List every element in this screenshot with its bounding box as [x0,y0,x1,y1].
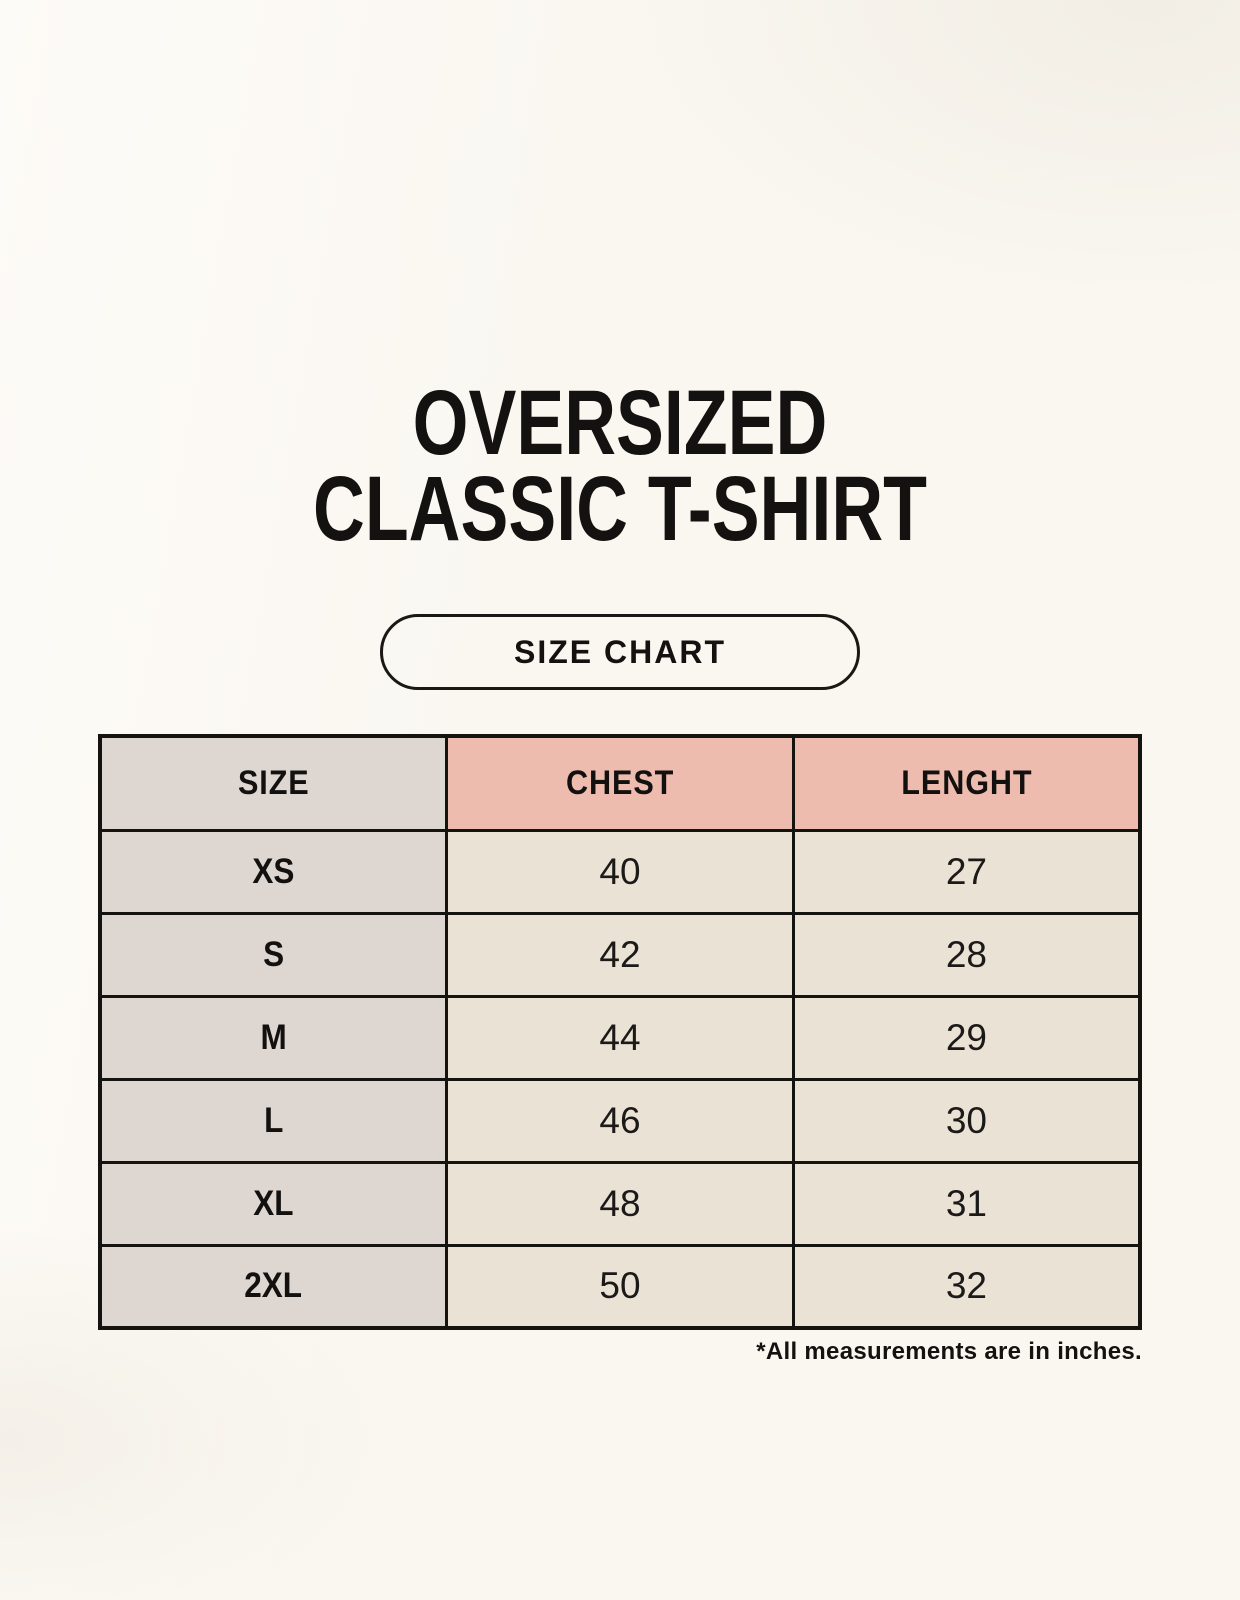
length-value: 29 [945,1016,987,1058]
table-row-s: S 42 28 [98,911,1142,998]
chest-cell: 44 [445,994,795,1081]
size-label: XL [253,1183,294,1223]
size-cell: M [98,994,449,1081]
chest-value: 44 [599,1016,641,1058]
length-value: 30 [945,1099,987,1141]
size-cell: 2XL [98,1243,449,1330]
size-chart-badge: SIZE CHART [380,614,860,691]
size-cell: XS [98,828,449,915]
chest-value: 40 [599,850,641,892]
length-cell: 27 [791,828,1142,915]
size-label: S [263,934,285,974]
length-value: 27 [945,850,987,892]
table-header: SIZE CHEST LENGHT [98,734,1142,832]
product-title-line-1: OVERSIZED [412,371,828,474]
length-value: 28 [945,933,987,975]
size-chart-table: SIZE CHEST LENGHT XS 40 27 S 42 28 [98,734,1142,1331]
table-row-l: L 46 30 [98,1077,1142,1164]
table-row-m: M 44 29 [98,994,1142,1081]
header-label-chest: CHEST [565,763,675,802]
chest-cell: 50 [445,1243,795,1330]
length-cell: 32 [791,1243,1142,1330]
size-label: L [263,1100,284,1140]
size-label: XS [252,851,295,891]
chest-cell: 46 [445,1077,795,1164]
table-header-row: SIZE CHEST LENGHT [98,734,1142,832]
table-row-xs: XS 40 27 [98,828,1142,915]
size-cell: S [98,911,449,998]
header-label-length: LENGHT [900,763,1033,802]
measurements-footnote: *All measurements are in inches. [756,1338,1142,1366]
header-cell-length: LENGHT [791,734,1142,832]
chest-cell: 40 [445,828,795,915]
chest-value: 42 [599,933,641,975]
length-value: 32 [945,1265,987,1307]
chest-value: 50 [599,1265,641,1307]
length-cell: 29 [791,994,1142,1081]
size-label: M [260,1017,287,1057]
header-cell-chest: CHEST [445,734,795,832]
table-row-xl: XL 48 31 [98,1160,1142,1247]
chest-cell: 42 [445,911,795,998]
length-cell: 31 [791,1160,1142,1247]
chest-value: 46 [599,1099,641,1141]
length-cell: 28 [791,911,1142,998]
table-row-2xl: 2XL 50 32 [98,1243,1142,1330]
product-title: OVERSIZED CLASSIC T-SHIRT [0,371,1240,561]
chest-cell: 48 [445,1160,795,1247]
size-cell: L [98,1077,449,1164]
length-cell: 30 [791,1077,1142,1164]
size-label: 2XL [244,1266,303,1306]
size-chart-badge-label: SIZE CHART [514,633,726,670]
product-title-line-2: CLASSIC T-SHIRT [313,458,927,561]
chest-value: 48 [599,1182,641,1224]
table-body: XS 40 27 S 42 28 M 44 29 L 46 30 XL 48 [98,828,1142,1330]
size-cell: XL [98,1160,449,1247]
header-label-size: SIZE [237,763,310,802]
header-cell-size: SIZE [98,734,449,832]
length-value: 31 [945,1182,987,1224]
